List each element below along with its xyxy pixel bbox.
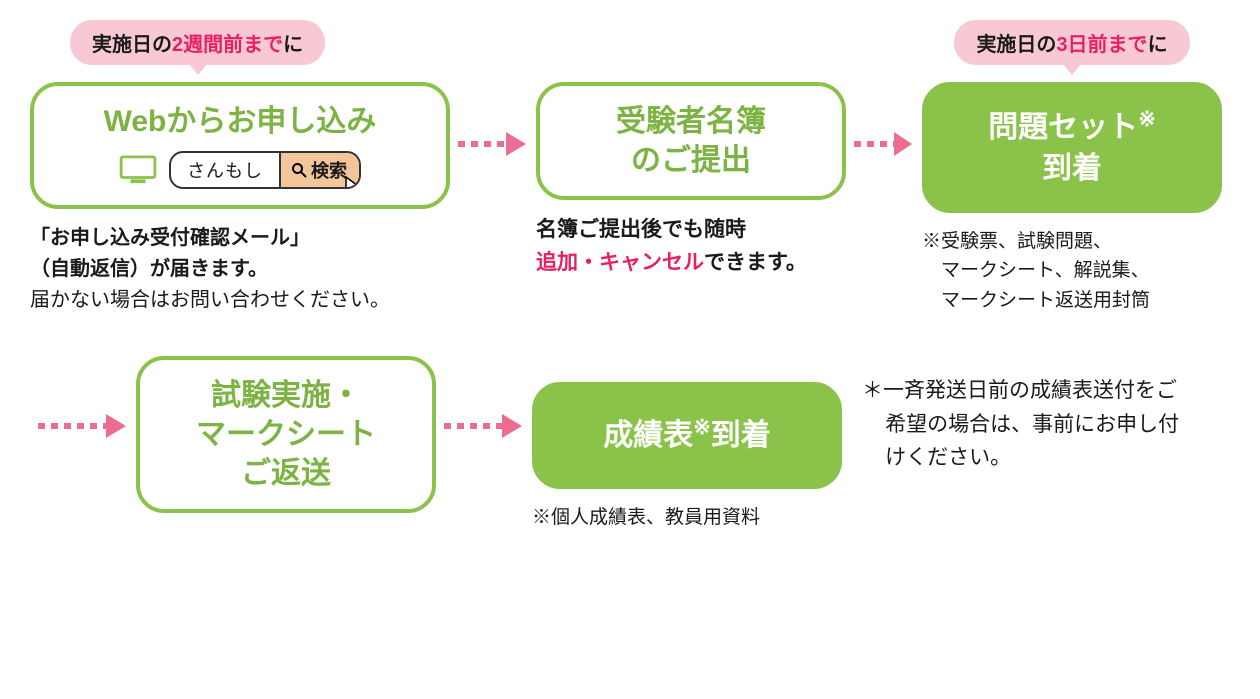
step1-note-b1: 「お申し込み受付確認メール」	[30, 227, 310, 249]
dotted-arrow-icon	[444, 412, 524, 440]
step3-title-l2: 到着	[1042, 152, 1102, 185]
step1-note-b2: （自動返信）が届きます。	[30, 258, 268, 280]
step3-note-l2: マークシート、解説集、	[922, 260, 1150, 281]
bubble2-em: 3日前まで	[1056, 34, 1147, 56]
step4-title-l1: 試験実施・	[211, 379, 361, 412]
magnifier-icon	[291, 162, 307, 178]
dotted-arrow-icon	[458, 130, 528, 158]
step3-column: 実施日の3日前までに 問題セット※ 到着 ※受験票、試験問題、 マークシート、解…	[922, 20, 1222, 315]
step3-note: ※受験票、試験問題、 マークシート、解説集、 マークシート返送用封筒	[922, 227, 1222, 315]
dotted-arrow-icon	[38, 412, 128, 440]
step3-note-l3: マークシート返送用封筒	[922, 290, 1150, 311]
search-button-label: 検索	[311, 157, 347, 183]
step1-title: Webからお申し込み	[54, 102, 426, 141]
arrow-3	[30, 412, 136, 440]
step3-box: 問題セット※ 到着	[922, 82, 1222, 213]
arrow-1	[450, 130, 536, 158]
deadline-bubble-2: 実施日の3日前までに	[954, 20, 1189, 65]
search-text: さんもし	[171, 153, 279, 187]
step2-column: 受験者名簿 のご提出 名簿ご提出後でも随時 追加・キャンセルできます。	[536, 82, 846, 279]
bubble2-pre: 実施日の	[976, 34, 1056, 56]
step5-note: ※個人成績表、教員用資料	[532, 503, 842, 532]
deadline-bubble-1: 実施日の2週間前までに	[70, 20, 325, 65]
step2-note-pre: 名簿ご提出後でも随時	[536, 218, 746, 241]
step2-title: 受験者名簿 のご提出	[560, 102, 822, 180]
step5-column: 成績表※到着 ※個人成績表、教員用資料	[532, 382, 842, 532]
cursor-icon	[343, 175, 361, 189]
step2-note-em: 追加・キャンセル	[536, 251, 704, 274]
search-row: さんもし 検索	[54, 151, 426, 189]
step2-title-l1: 受験者名簿	[616, 105, 766, 138]
step5-title-post: 到着	[711, 419, 771, 452]
step4-box: 試験実施・ マークシート ご返送	[136, 356, 436, 513]
step2-box: 受験者名簿 のご提出	[536, 82, 846, 200]
flow-row-1: 実施日の2週間前までに Webからお申し込み さんもし 検索	[30, 20, 1230, 316]
dotted-arrow-icon	[854, 130, 914, 158]
step4-column: 試験実施・ マークシート ご返送	[136, 356, 436, 513]
step3-title-sup: ※	[1138, 108, 1156, 131]
step1-note-rest: 届かない場合はお問い合わせください。	[30, 289, 390, 311]
step5-title-sup: ※	[693, 416, 711, 439]
monitor-icon	[119, 155, 157, 185]
arrow-2	[846, 130, 922, 158]
arrow-4	[436, 412, 532, 440]
step2-title-l2: のご提出	[631, 144, 751, 177]
step1-note: 「お申し込み受付確認メール」 （自動返信）が届きます。 届かない場合はお問い合わ…	[30, 223, 450, 316]
bubble1-em: 2週間前まで	[172, 34, 283, 56]
side-note-column: ＊一斉発送日前の成績表送付をご希望の場合は、事前にお申し付けください。	[842, 374, 1182, 475]
step3-title-l1: 問題セット	[988, 111, 1138, 144]
step2-note: 名簿ご提出後でも随時 追加・キャンセルできます。	[536, 214, 846, 279]
step5-title-pre: 成績表	[603, 419, 693, 452]
flow-row-2: 試験実施・ マークシート ご返送 成績表※到着 ※個人成績表、教員用資料 ＊一斉…	[30, 356, 1230, 532]
step4-title-l3: ご返送	[241, 457, 331, 490]
bubble2-post: に	[1148, 34, 1168, 56]
bubble1-wrap: 実施日の2週間前までに	[30, 20, 450, 70]
step3-note-l1: ※受験票、試験問題、	[922, 231, 1112, 252]
step3-title: 問題セット※ 到着	[944, 106, 1200, 189]
step1-column: 実施日の2週間前までに Webからお申し込み さんもし 検索	[30, 20, 450, 316]
bubble1-post: に	[283, 34, 303, 56]
step4-title: 試験実施・ マークシート ご返送	[160, 376, 412, 493]
step5-box: 成績表※到着	[532, 382, 842, 489]
bubble1-pre: 実施日の	[92, 34, 172, 56]
step4-title-l2: マークシート	[196, 418, 376, 451]
step1-box: Webからお申し込み さんもし 検索	[30, 82, 450, 209]
step5-title: 成績表※到着	[550, 414, 824, 457]
side-note: ＊一斉発送日前の成績表送付をご希望の場合は、事前にお申し付けください。	[862, 374, 1182, 475]
step2-note-post: できます。	[704, 251, 807, 274]
search-field: さんもし 検索	[169, 151, 361, 189]
bubble2-wrap: 実施日の3日前までに	[922, 20, 1222, 70]
